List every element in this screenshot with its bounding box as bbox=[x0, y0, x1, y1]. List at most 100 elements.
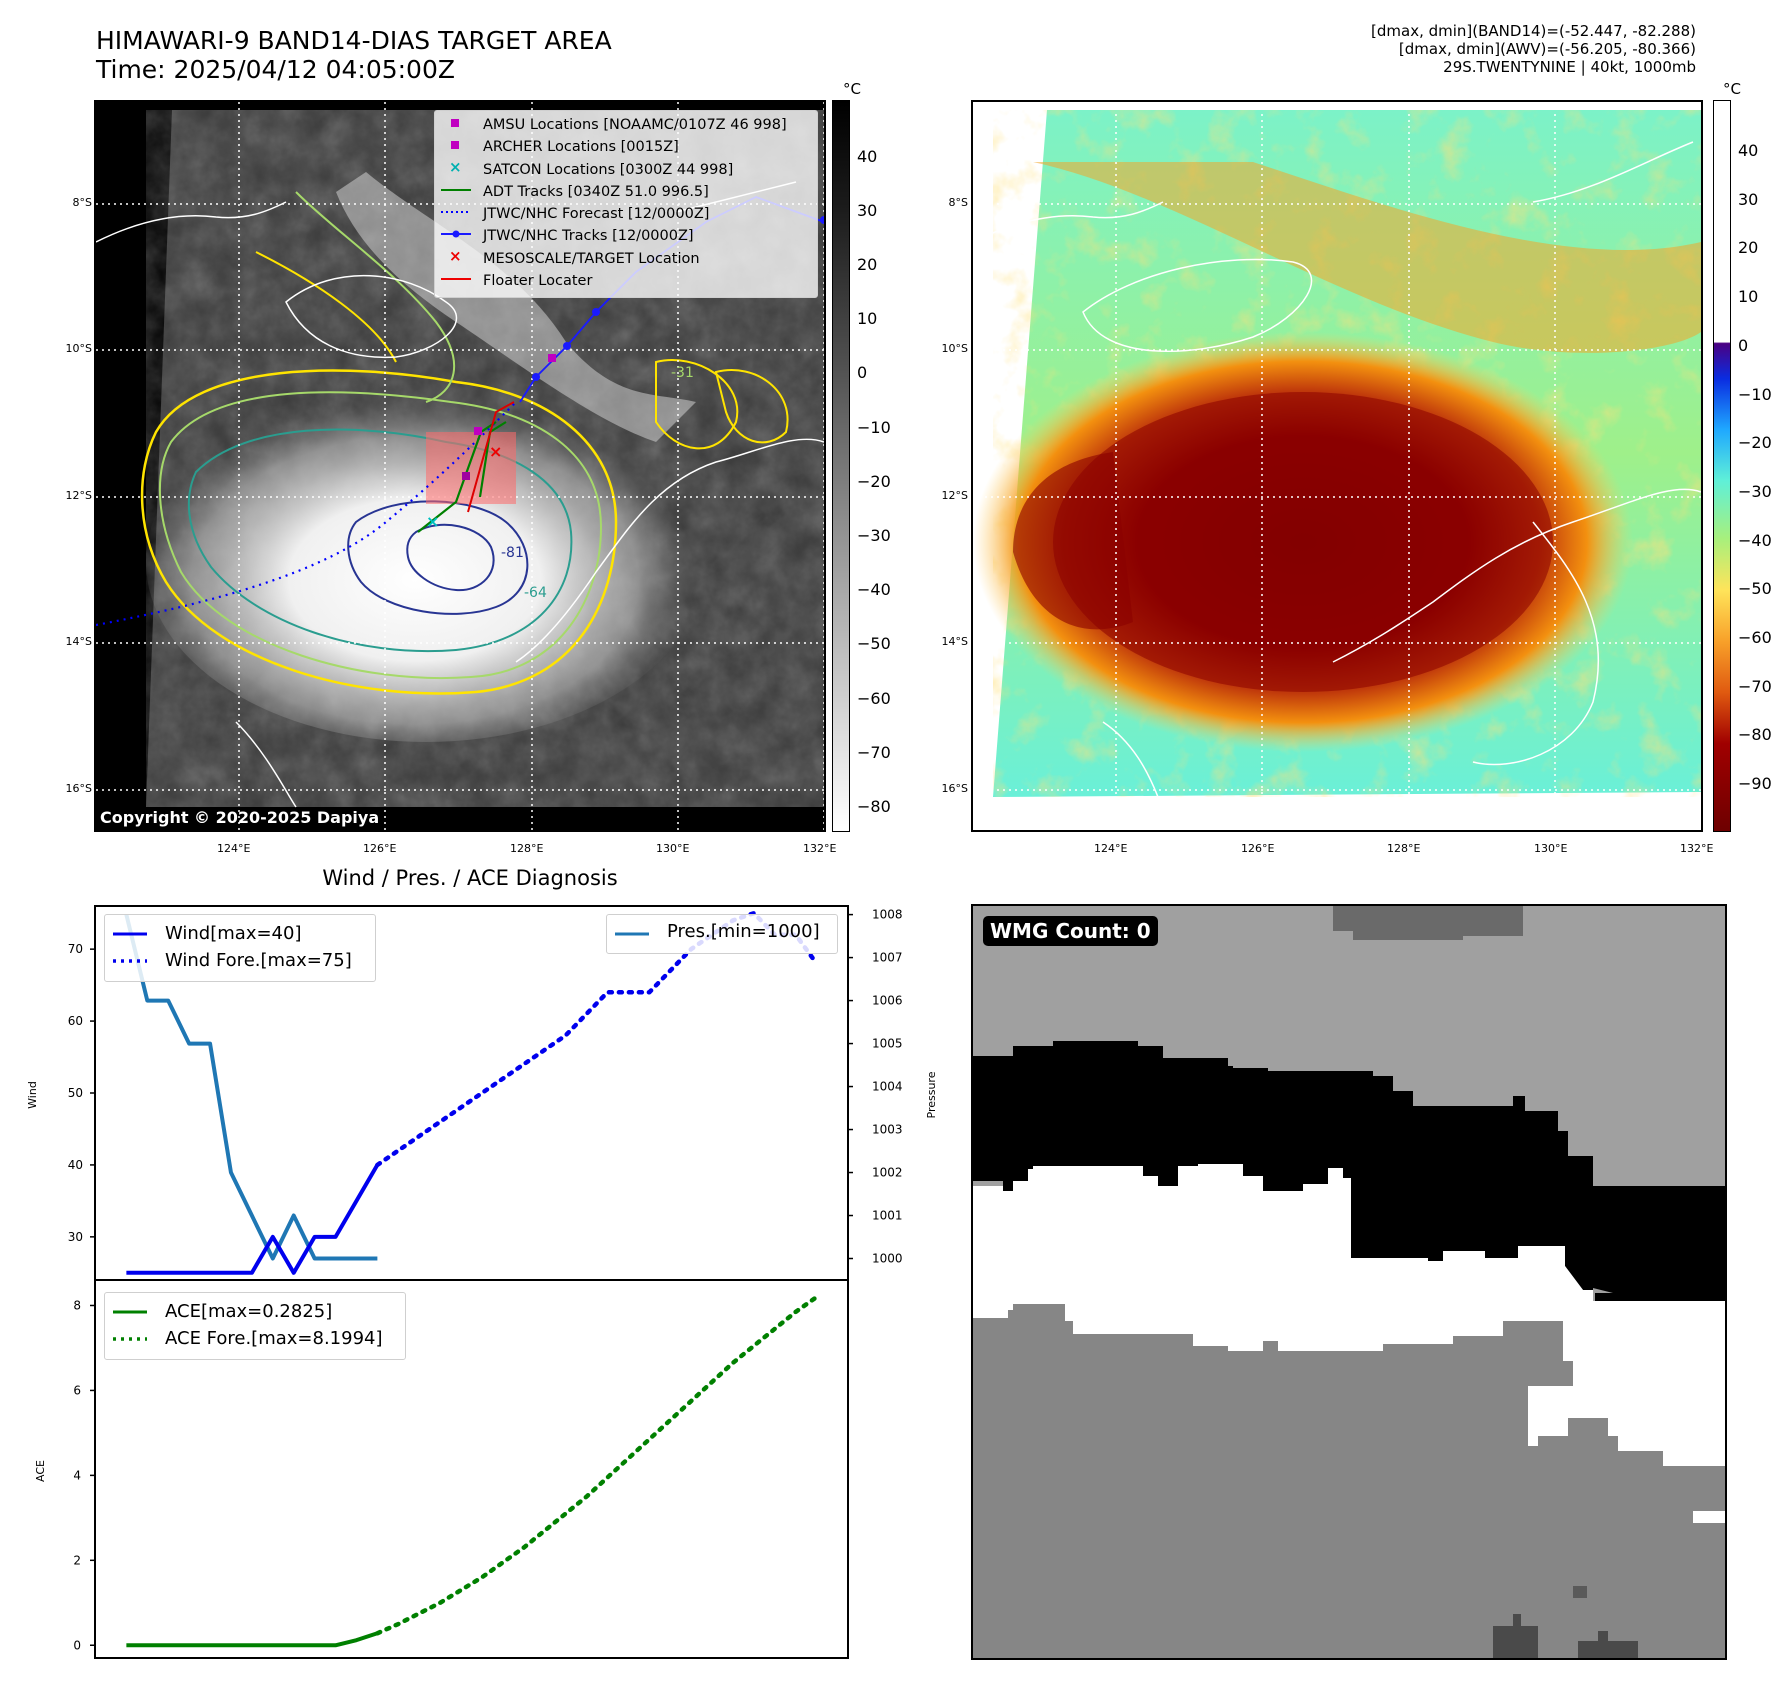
cb2-tick-m80: −80 bbox=[1738, 725, 1772, 744]
pres-ytick-label: 1007 bbox=[872, 951, 903, 965]
ace-ylabel: ACE bbox=[34, 1460, 47, 1482]
panel1-title-line2: Time: 2025/04/12 04:05:00Z bbox=[96, 55, 455, 84]
panel1-lon-130: 130°E bbox=[656, 842, 690, 855]
wind-ytick-label: 70 bbox=[68, 942, 83, 956]
cb2-tick-m60: −60 bbox=[1738, 628, 1772, 647]
pres-ytick-label: 1005 bbox=[872, 1037, 903, 1051]
ace-forecast-series-line bbox=[375, 1294, 819, 1636]
legend-floater: Floater Locater bbox=[483, 273, 593, 290]
panel1-lon-126: 126°E bbox=[363, 842, 397, 855]
panel1-lon-labels: 124°E 126°E 128°E 130°E 132°E bbox=[0, 842, 900, 858]
cb1-tick-m70: −70 bbox=[857, 743, 891, 762]
cb2-tick-m10: −10 bbox=[1738, 385, 1772, 404]
legend-jtwc-forecast: JTWC/NHC Forecast [12/0000Z] bbox=[483, 206, 710, 223]
panel1-title: HIMAWARI-9 BAND14-DIAS TARGET AREA Time:… bbox=[96, 26, 612, 84]
pres-legend-line bbox=[615, 932, 649, 936]
pres-ytick-label: 1006 bbox=[872, 994, 903, 1008]
pres-legend: Pres.[min=1000] bbox=[606, 914, 838, 954]
cb2-tick-m50: −50 bbox=[1738, 579, 1772, 598]
legend-ace-fore: ACE Fore.[max=8.1994] bbox=[165, 1328, 383, 1349]
panel2-lon-132: 132°E bbox=[1680, 842, 1714, 855]
panel2-lon-126: 126°E bbox=[1241, 842, 1275, 855]
cb2-tick-m30: −30 bbox=[1738, 482, 1772, 501]
cb1-tick-40: 40 bbox=[857, 147, 878, 166]
ir-satellite-map: × × -64 -81 -31 × × AMSU Locations [NOAA… bbox=[94, 100, 826, 832]
svg-text:×: × bbox=[449, 158, 462, 176]
ace-ytick-label: 2 bbox=[73, 1553, 81, 1567]
wind-ytick-label: 40 bbox=[68, 1158, 83, 1172]
cb2-tick-m20: −20 bbox=[1738, 433, 1772, 452]
panel2-info-line1: [dmax, dmin](BAND14)=(-52.447, -82.288) bbox=[1371, 22, 1696, 40]
wind-ytick-label: 30 bbox=[68, 1230, 83, 1244]
awv-map-image bbox=[973, 102, 1701, 830]
wind-legend-lines bbox=[113, 932, 147, 963]
panel1-lon-128: 128°E bbox=[510, 842, 544, 855]
pres-ytick-label: 1001 bbox=[872, 1209, 903, 1223]
pressure-series-line bbox=[124, 914, 378, 1261]
cb1-tick-m30: −30 bbox=[857, 526, 891, 545]
legend-wind: Wind[max=40] bbox=[165, 923, 302, 944]
panel2-lat-16: 16°S bbox=[941, 782, 968, 795]
panel1-lon-124: 124°E bbox=[217, 842, 251, 855]
legend-adt: ADT Tracks [0340Z 51.0 996.5] bbox=[483, 183, 709, 200]
svg-text:×: × bbox=[489, 442, 502, 461]
panel2-lat-8: 8°S bbox=[948, 196, 968, 209]
legend-pres: Pres.[min=1000] bbox=[667, 921, 820, 942]
wind-ytick-label: 50 bbox=[68, 1086, 83, 1100]
cb1-tick-m10: −10 bbox=[857, 418, 891, 437]
wind-series-line bbox=[126, 1163, 380, 1275]
wind-ylabel: Wind bbox=[26, 1081, 39, 1109]
wind-ytick-label: 60 bbox=[68, 1014, 83, 1028]
pres-ytick-label: 1004 bbox=[872, 1080, 903, 1094]
legend-markers: × × bbox=[441, 119, 471, 280]
panel2-colorbar-unit: °C bbox=[1723, 80, 1741, 98]
svg-text:×: × bbox=[449, 247, 462, 265]
cb2-tick-40: 40 bbox=[1738, 141, 1759, 160]
wmg-count-badge: WMG Count: 0 bbox=[983, 916, 1158, 946]
cb2-tick-m90: −90 bbox=[1738, 774, 1772, 793]
ace-ytick-label: 4 bbox=[73, 1468, 81, 1482]
panel2-colorbar bbox=[1713, 100, 1731, 832]
cb1-tick-10: 10 bbox=[857, 309, 878, 328]
panel2-info-line3: 29S.TWENTYNINE | 40kt, 1000mb bbox=[1443, 58, 1696, 76]
contour-label-81: -81 bbox=[501, 545, 524, 561]
legend-archer: ARCHER Locations [0015Z] bbox=[483, 139, 679, 156]
wmg-image bbox=[973, 906, 1725, 1658]
ace-ytick-label: 6 bbox=[73, 1383, 81, 1397]
contour-label-64: -64 bbox=[524, 585, 547, 601]
panel1-lat-8: 8°S bbox=[72, 196, 92, 209]
panel1-lat-14: 14°S bbox=[65, 635, 92, 648]
panel1-colorbar-unit: °C bbox=[843, 80, 861, 98]
legend-jtwc-tracks: JTWC/NHC Tracks [12/0000Z] bbox=[483, 228, 694, 245]
cb2-tick-10: 10 bbox=[1738, 287, 1759, 306]
awv-enhanced-map bbox=[971, 100, 1703, 832]
map-legend: × × AMSU Locations [NOAAMC/0107Z 46 998]… bbox=[434, 110, 818, 298]
panel1-lat-16: 16°S bbox=[65, 782, 92, 795]
cb1-tick-20: 20 bbox=[857, 255, 878, 274]
pres-ytick-label: 1000 bbox=[872, 1252, 903, 1266]
panel2-lat-10: 10°S bbox=[941, 342, 968, 355]
cb1-tick-m50: −50 bbox=[857, 634, 891, 653]
legend-satcon: SATCON Locations [0300Z 44 998] bbox=[483, 161, 734, 178]
panel1-lon-132: 132°E bbox=[803, 842, 837, 855]
cb1-tick-0: 0 bbox=[857, 363, 868, 382]
ace-ytick-label: 0 bbox=[73, 1638, 81, 1652]
legend-amsu: AMSU Locations [NOAAMC/0107Z 46 998] bbox=[483, 117, 787, 133]
ace-ytick-label: 8 bbox=[73, 1298, 81, 1312]
cb1-tick-m80: −80 bbox=[857, 797, 891, 816]
cb2-tick-m40: −40 bbox=[1738, 531, 1772, 550]
panel2-lat-12: 12°S bbox=[941, 489, 968, 502]
cb2-tick-m70: −70 bbox=[1738, 677, 1772, 696]
panel1-lat-10: 10°S bbox=[65, 342, 92, 355]
panel2-lon-labels: 124°E 126°E 128°E 130°E 132°E bbox=[0, 842, 1788, 858]
panel2-lon-128: 128°E bbox=[1387, 842, 1421, 855]
cb2-tick-20: 20 bbox=[1738, 238, 1759, 257]
pres-ytick-label: 1003 bbox=[872, 1123, 903, 1137]
copyright-text: Copyright © 2020-2025 Dapiya bbox=[100, 808, 380, 827]
cb2-tick-0: 0 bbox=[1738, 336, 1749, 355]
contour-label-31: -31 bbox=[671, 365, 694, 381]
panel2-lon-124: 124°E bbox=[1094, 842, 1128, 855]
panel1-title-line1: HIMAWARI-9 BAND14-DIAS TARGET AREA bbox=[96, 26, 612, 55]
ace-axes-frame bbox=[94, 1279, 849, 1659]
pres-ytick-label: 1008 bbox=[872, 908, 903, 922]
